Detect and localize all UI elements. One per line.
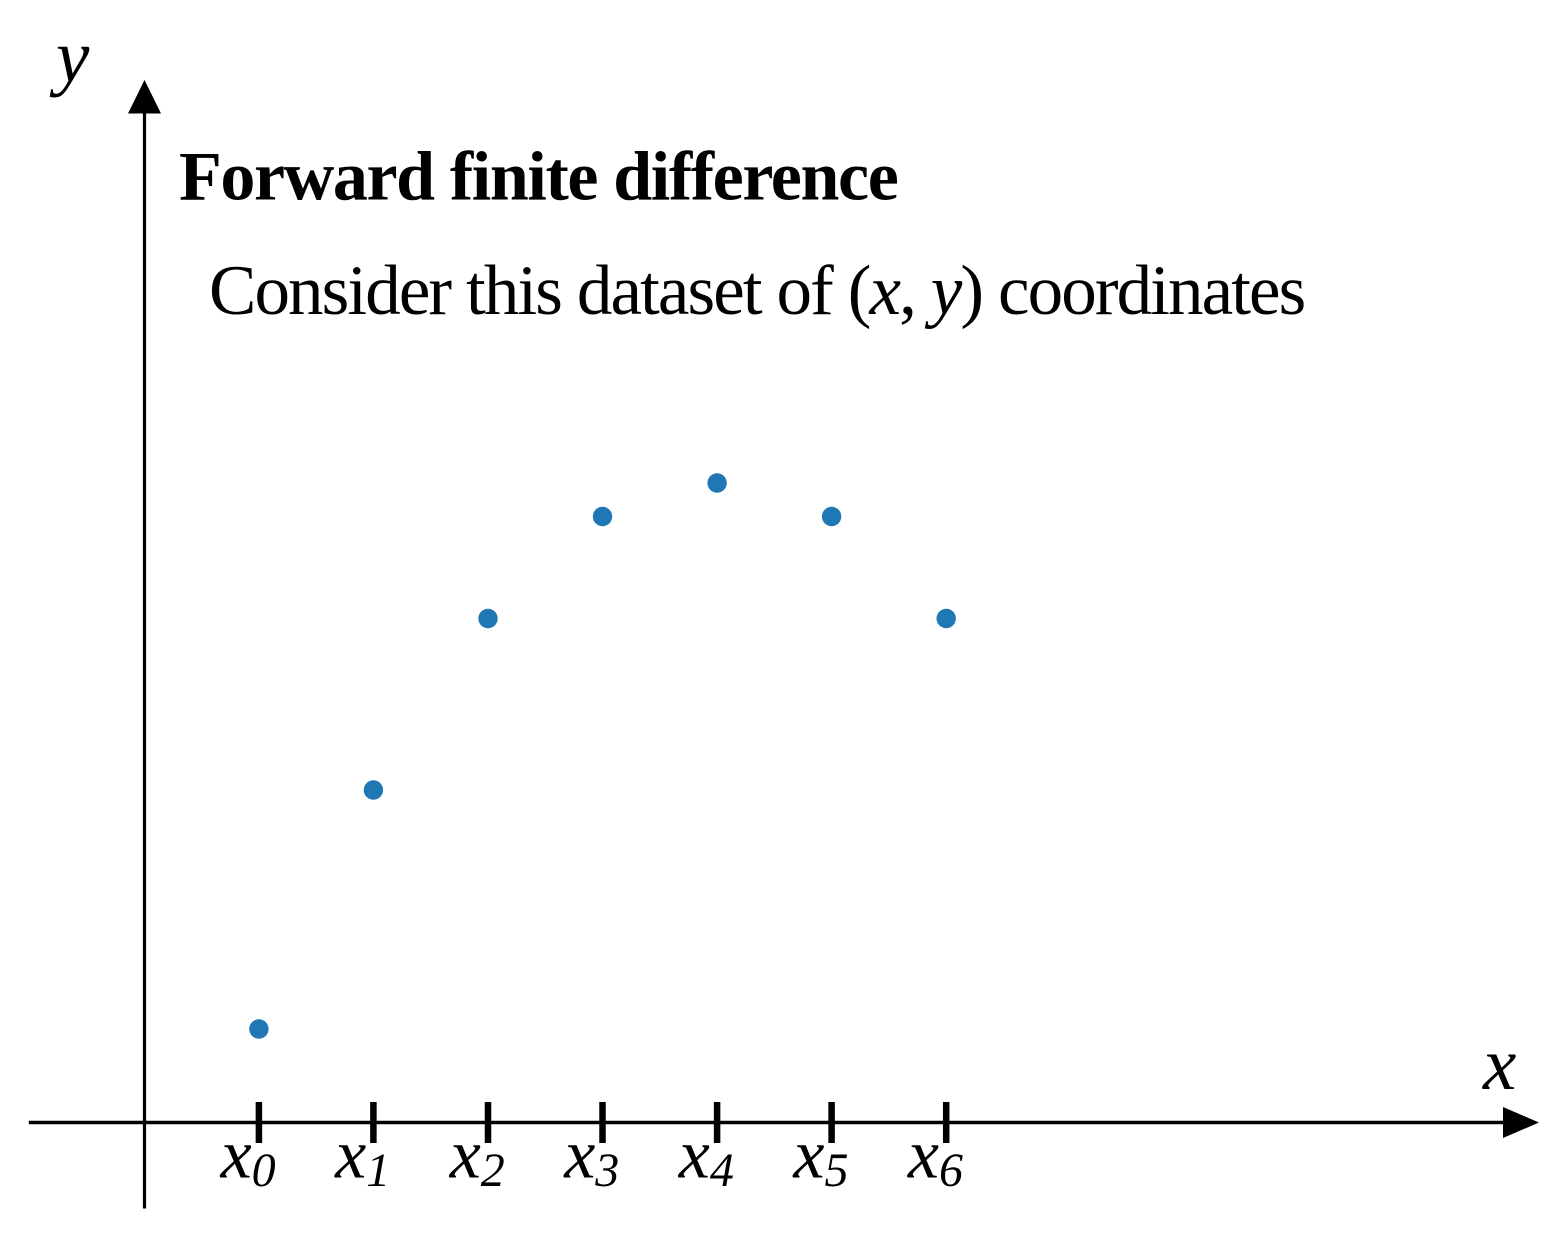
svg-text:x3: x3 (563, 1117, 619, 1197)
svg-text:x4: x4 (678, 1117, 734, 1197)
svg-text:Consider this dataset of (x, y: Consider this dataset of (x, y) coordina… (209, 252, 1305, 330)
svg-text:y: y (49, 16, 90, 99)
svg-text:x0: x0 (220, 1117, 276, 1197)
svg-text:x2: x2 (449, 1117, 505, 1197)
svg-text:x6: x6 (907, 1117, 963, 1197)
svg-text:x: x (1482, 1023, 1516, 1106)
svg-text:Forward finite difference: Forward finite difference (179, 139, 898, 216)
svg-text:x1: x1 (334, 1117, 390, 1197)
svg-text:x5: x5 (792, 1117, 848, 1197)
